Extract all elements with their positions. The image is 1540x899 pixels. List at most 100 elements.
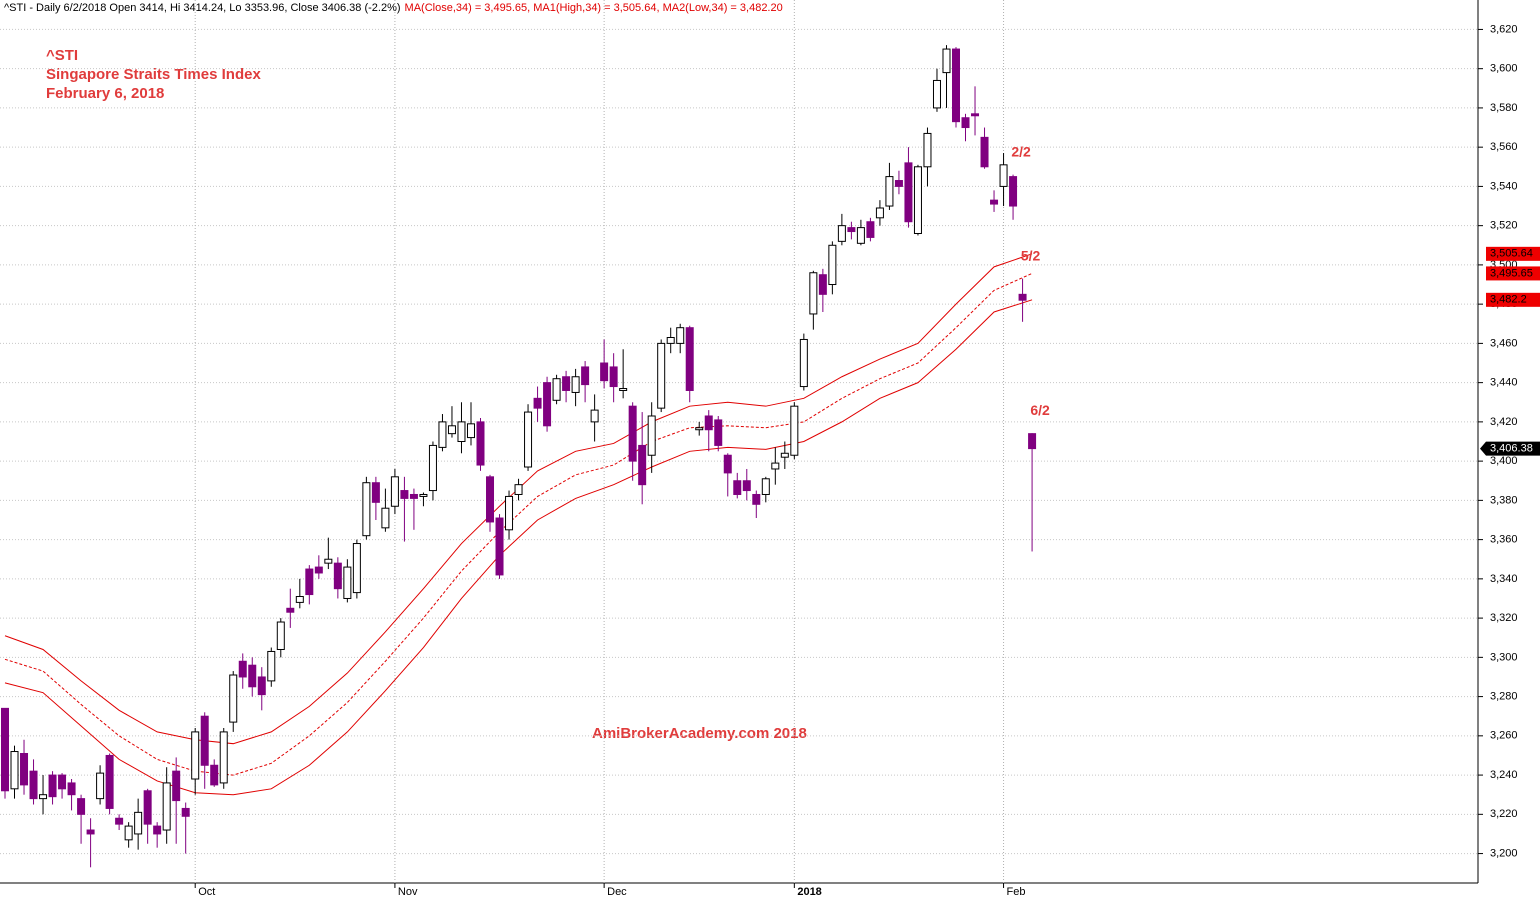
annotation: 6/2 [1030, 402, 1050, 418]
y-tick-label: 3,200 [1490, 847, 1518, 859]
y-tick-label: 3,280 [1490, 690, 1518, 702]
candle-body [371, 482, 380, 503]
candle-body [219, 731, 228, 784]
candle-body [305, 568, 314, 596]
x-tick-label: Oct [198, 886, 215, 898]
candle-body [409, 493, 418, 499]
candle-body [324, 558, 333, 564]
candle-body [143, 790, 152, 825]
candle-body [790, 405, 799, 456]
y-tick-label: 3,240 [1490, 769, 1518, 781]
candle-body [752, 493, 761, 505]
candle-body [980, 136, 989, 168]
candle-body [191, 731, 200, 780]
candle-body [276, 621, 285, 650]
candle-body [780, 452, 789, 458]
candle-body [809, 272, 818, 315]
value-box [1486, 246, 1540, 261]
candle-body [761, 478, 770, 495]
candle-body [1018, 293, 1027, 301]
y-tick-label: 3,420 [1490, 416, 1518, 428]
candle-body [96, 772, 105, 800]
candle-body [685, 327, 694, 391]
candle-body [828, 244, 837, 286]
candle-body [105, 754, 114, 809]
title-line: ^STI [46, 47, 78, 64]
annotation: 5/2 [1021, 247, 1041, 263]
y-tick-label: 3,440 [1490, 377, 1518, 389]
y-tick-label: 3,220 [1490, 808, 1518, 820]
candle-body [486, 476, 495, 523]
y-tick-label: 3,400 [1490, 455, 1518, 467]
close-box-label: 3,406.38 [1490, 443, 1533, 455]
candle-body [115, 817, 124, 825]
candle-body [847, 227, 856, 233]
y-tick-label: 3,460 [1490, 337, 1518, 349]
candle-body [134, 811, 143, 835]
candle-body [837, 225, 846, 242]
candle-body [609, 366, 618, 388]
candle-body [162, 782, 171, 831]
y-tick-label: 3,340 [1490, 573, 1518, 585]
candle-body [362, 482, 371, 537]
candle-body [999, 164, 1008, 187]
candle-body [638, 444, 647, 486]
y-tick-label: 3,260 [1490, 730, 1518, 742]
candle-body [742, 480, 751, 492]
candle-body [666, 337, 675, 344]
candle-body [524, 411, 533, 468]
candle-body [923, 132, 932, 168]
candle-body [29, 770, 38, 800]
candle-body [733, 480, 742, 495]
candle-body [419, 493, 428, 497]
candle-body [400, 490, 409, 499]
candle-body [257, 676, 266, 696]
candle-body [438, 421, 447, 448]
candle-body [952, 48, 960, 123]
candle-body [428, 444, 437, 492]
x-tick-label: 2018 [797, 886, 821, 898]
candle-body [942, 48, 951, 74]
candle-body [552, 378, 561, 401]
annotation: 2/2 [1011, 143, 1031, 159]
candle-body [657, 342, 666, 409]
watermark: AmiBrokerAcademy.com 2018 [592, 725, 807, 742]
candle-body [58, 774, 67, 790]
candle-body [39, 794, 48, 800]
candle-body [799, 338, 808, 388]
y-tick-label: 3,600 [1490, 63, 1518, 75]
y-tick-label: 3,360 [1490, 534, 1518, 546]
candle-body [904, 162, 913, 223]
candle-body [333, 562, 342, 590]
candle-body [562, 376, 571, 391]
title-line: February 6, 2018 [46, 85, 164, 102]
candle-body [48, 774, 57, 798]
candle-body [533, 397, 542, 409]
candle-body [286, 607, 295, 613]
candle-body [875, 207, 884, 219]
candle-body [343, 566, 352, 599]
y-tick-label: 3,620 [1490, 23, 1518, 35]
candle-body [894, 180, 903, 187]
candle-body [1, 707, 9, 792]
candle-body [314, 566, 323, 574]
y-tick-label: 3,560 [1490, 141, 1518, 153]
y-tick-label: 3,520 [1490, 220, 1518, 232]
x-tick-label: Feb [1007, 886, 1026, 898]
candle-body [932, 79, 941, 109]
candle-body [447, 425, 456, 435]
candle-body [990, 199, 999, 205]
candle-body [600, 362, 609, 382]
value-box-label: 3,482.2 [1490, 294, 1527, 306]
candle-body [856, 227, 865, 244]
header: ^STI - Daily 6/2/2018 Open 3414, Hi 3414… [4, 2, 401, 14]
value-box [1486, 266, 1540, 281]
candle-body [771, 462, 780, 470]
y-tick-label: 3,320 [1490, 612, 1518, 624]
y-tick-label: 3,380 [1490, 494, 1518, 506]
candle-body [619, 388, 628, 391]
candle-body [628, 405, 637, 462]
candle-body [581, 366, 590, 386]
candle-body [704, 415, 713, 431]
